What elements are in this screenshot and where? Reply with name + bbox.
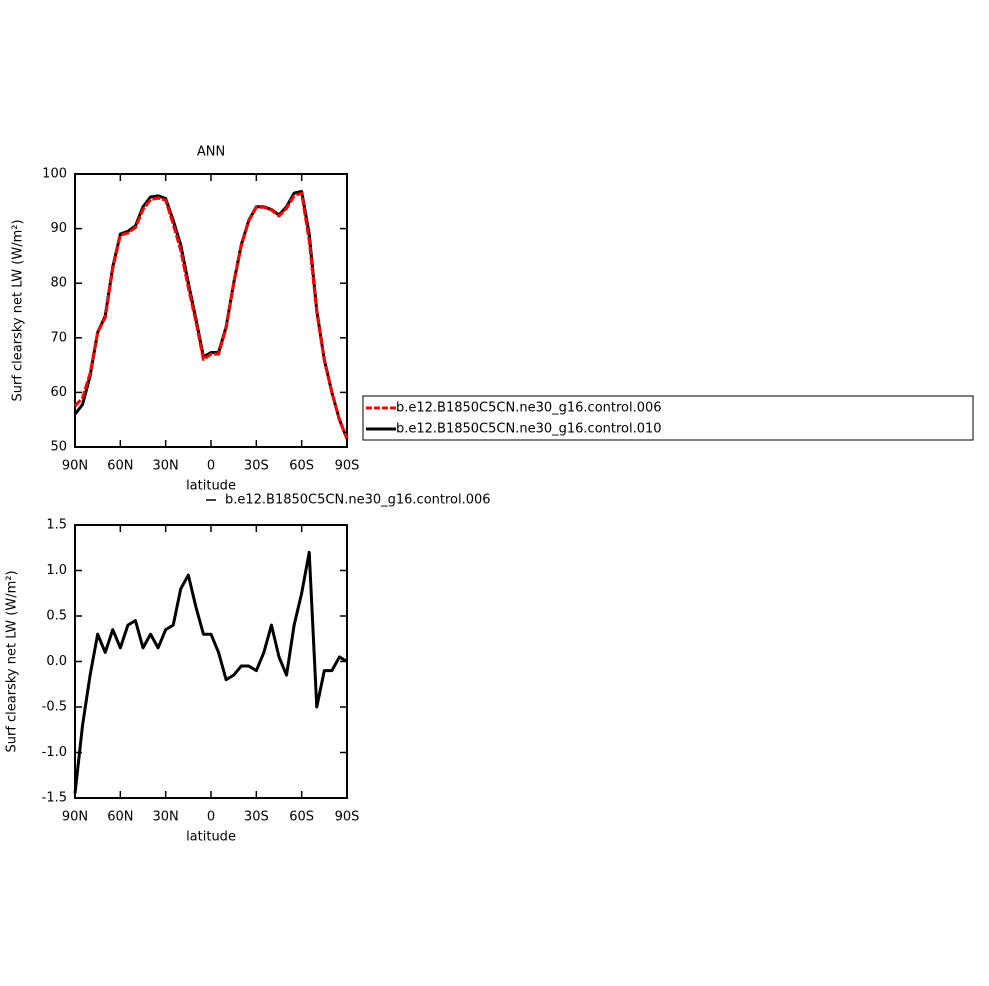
x-tick-label: 30S bbox=[244, 459, 269, 474]
y-tick-label: 50 bbox=[50, 440, 67, 455]
data-line bbox=[73, 191, 349, 440]
y-tick-label: 0.5 bbox=[46, 609, 67, 624]
x-axis-label: latitude bbox=[186, 830, 236, 845]
y-tick-label: -0.5 bbox=[42, 700, 67, 715]
y-tick-label: -1.5 bbox=[42, 791, 67, 806]
x-tick-label: 30S bbox=[244, 810, 269, 825]
x-tick-label: 60S bbox=[289, 810, 314, 825]
x-tick-label: 60S bbox=[289, 459, 314, 474]
y-tick-label: 70 bbox=[50, 330, 67, 345]
x-tick-label: 30N bbox=[153, 459, 179, 474]
y-tick-label: 1.5 bbox=[46, 518, 67, 533]
legend-box bbox=[362, 395, 974, 441]
x-tick-label: 90S bbox=[335, 810, 360, 825]
y-axis-label: Surf clearsky net LW (W/m²) bbox=[5, 570, 20, 752]
data-line bbox=[73, 550, 348, 794]
y-tick-label: 60 bbox=[50, 385, 67, 400]
x-tick-label: 90N bbox=[62, 810, 88, 825]
y-tick-label: 90 bbox=[50, 221, 67, 236]
x-tick-label: 30N bbox=[153, 810, 179, 825]
y-tick-label: 100 bbox=[42, 167, 67, 182]
x-tick-label: 90S bbox=[335, 459, 360, 474]
y-tick-label: 80 bbox=[50, 276, 67, 291]
y-tick-label: 1.0 bbox=[46, 563, 67, 578]
x-tick-label: 60N bbox=[107, 459, 133, 474]
x-axis-label: latitude bbox=[186, 479, 236, 494]
y-axis-label: Surf clearsky net LW (W/m²) bbox=[11, 219, 26, 401]
data-line bbox=[73, 189, 349, 440]
legend-label: b.e12.B1850C5CN.ne30_g16.control.006 bbox=[396, 401, 662, 416]
x-tick-label: 60N bbox=[107, 810, 133, 825]
y-tick-label: -1.0 bbox=[42, 745, 67, 760]
x-tick-label: 0 bbox=[207, 810, 215, 825]
plot-frame bbox=[74, 173, 348, 448]
legend-label: b.e12.B1850C5CN.ne30_g16.control.010 bbox=[396, 422, 662, 437]
y-tick-label: 0.0 bbox=[46, 654, 67, 669]
x-tick-label: 90N bbox=[62, 459, 88, 474]
chart-title: ANN bbox=[197, 145, 225, 160]
x-tick-label: 0 bbox=[207, 459, 215, 474]
legend-label: b.e12.B1850C5CN.ne30_g16.control.006 bbox=[225, 493, 491, 508]
